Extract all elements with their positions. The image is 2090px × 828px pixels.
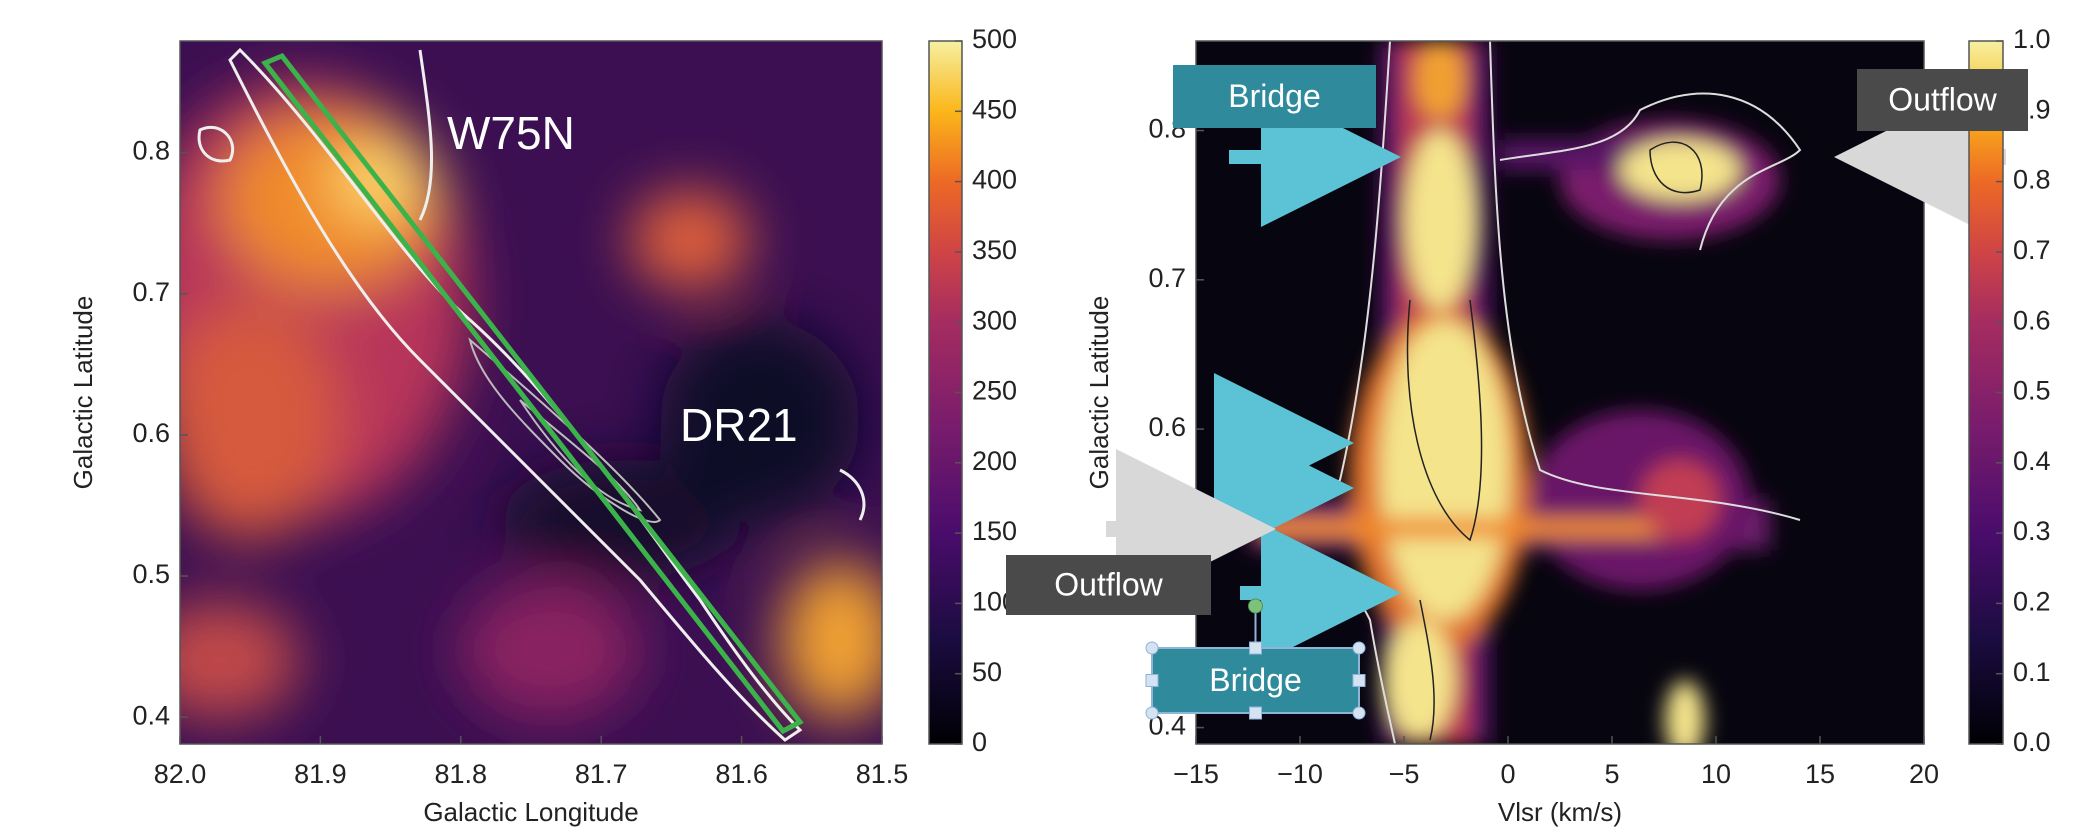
colorbar-tick-label: 300	[972, 305, 1017, 335]
annotation: W75N	[447, 107, 575, 159]
colorbar-tick-label: 0.6	[2013, 305, 2051, 335]
x-tick-label: 10	[1701, 759, 1731, 789]
annotation-box: Outflow	[1006, 555, 1211, 615]
y-axis-label: Galactic Latitude	[68, 296, 98, 490]
annotation-box: Bridge	[1173, 65, 1376, 128]
colorbar-tick-label: 250	[972, 376, 1017, 406]
x-tick-label: 81.6	[715, 759, 768, 789]
y-tick-label: 0.6	[132, 418, 170, 448]
colorbar-tick-label: 0.5	[2013, 376, 2051, 406]
x-tick-label: 82.0	[154, 759, 207, 789]
x-tick-label: 20	[1909, 759, 1939, 789]
figure: 82.0 81.9 81.8 81.7 81.6 81.5 0.4 0.5 0.6 0.7 0.8 G…	[0, 0, 2090, 828]
colorbar-tick-label: 0.4	[2013, 446, 2051, 476]
colorbar-tick-label: 0.7	[2013, 235, 2051, 265]
x-tick-label: 81.7	[575, 759, 628, 789]
colorbar-tick-label: 150	[972, 516, 1017, 546]
x-tick-label: 81.8	[435, 759, 488, 789]
resize-handle	[1146, 675, 1158, 687]
annotation: Outflow	[1888, 81, 1997, 117]
y-tick-label: 0.7	[1148, 263, 1186, 293]
y-tick-label: 0.5	[132, 559, 170, 589]
colorbar-tick-label: 0.8	[2013, 165, 2051, 195]
y-tick-label: 0.7	[132, 277, 170, 307]
y-axis-label: Galactic Latitude	[1084, 296, 1114, 490]
colorbar-tick-label: 50	[972, 657, 1002, 687]
resize-handle	[1353, 642, 1365, 654]
x-tick-label: 0	[1500, 759, 1515, 789]
x-tick-label: 81.9	[294, 759, 347, 789]
annotation-box: Outflow	[1857, 69, 2028, 131]
y-tick-label: 0.4	[132, 700, 170, 730]
colorbar-tick-label: 350	[972, 235, 1017, 265]
annotation: DR21	[680, 399, 798, 451]
annotation: Bridge	[1209, 662, 1302, 698]
x-tick-label: −5	[1389, 759, 1420, 789]
resize-handle	[1146, 642, 1158, 654]
x-tick-label: 5	[1604, 759, 1619, 789]
resize-handle	[1146, 707, 1158, 719]
y-tick-label: 0.8	[132, 136, 170, 166]
colorbar-tick-label: 450	[972, 94, 1017, 124]
colorbar-tick-label: 500	[972, 24, 1017, 54]
resize-handle	[1353, 675, 1365, 687]
x-tick-label: 81.5	[856, 759, 909, 789]
x-tick-label: −10	[1277, 759, 1323, 789]
annotation: Bridge	[1228, 78, 1321, 114]
colorbar-tick-label: 0.3	[2013, 516, 2051, 546]
x-axis-label: Galactic Longitude	[423, 797, 638, 827]
colorbar-tick-label: 200	[972, 446, 1017, 476]
resize-handle	[1353, 707, 1365, 719]
colorbar-tick-label: 400	[972, 165, 1017, 195]
y-tick-label: 0.6	[1148, 412, 1186, 442]
colorbar-tick-label: 0.0	[2013, 727, 2051, 757]
x-tick-label: 15	[1805, 759, 1835, 789]
colorbar-tick-label: 0.2	[2013, 587, 2051, 617]
x-axis-label: Vlsr (km/s)	[1498, 797, 1622, 827]
resize-handle	[1250, 642, 1262, 654]
colorbar-tick-label: 0.1	[2013, 657, 2051, 687]
annotation: Outflow	[1054, 566, 1163, 602]
x-tick-label: −15	[1173, 759, 1219, 789]
colorbar-tick-label: 1.0	[2013, 24, 2051, 54]
colorbar-tick-label: 0	[972, 727, 987, 757]
resize-handle	[1250, 707, 1262, 719]
rotate-handle	[1249, 599, 1263, 613]
